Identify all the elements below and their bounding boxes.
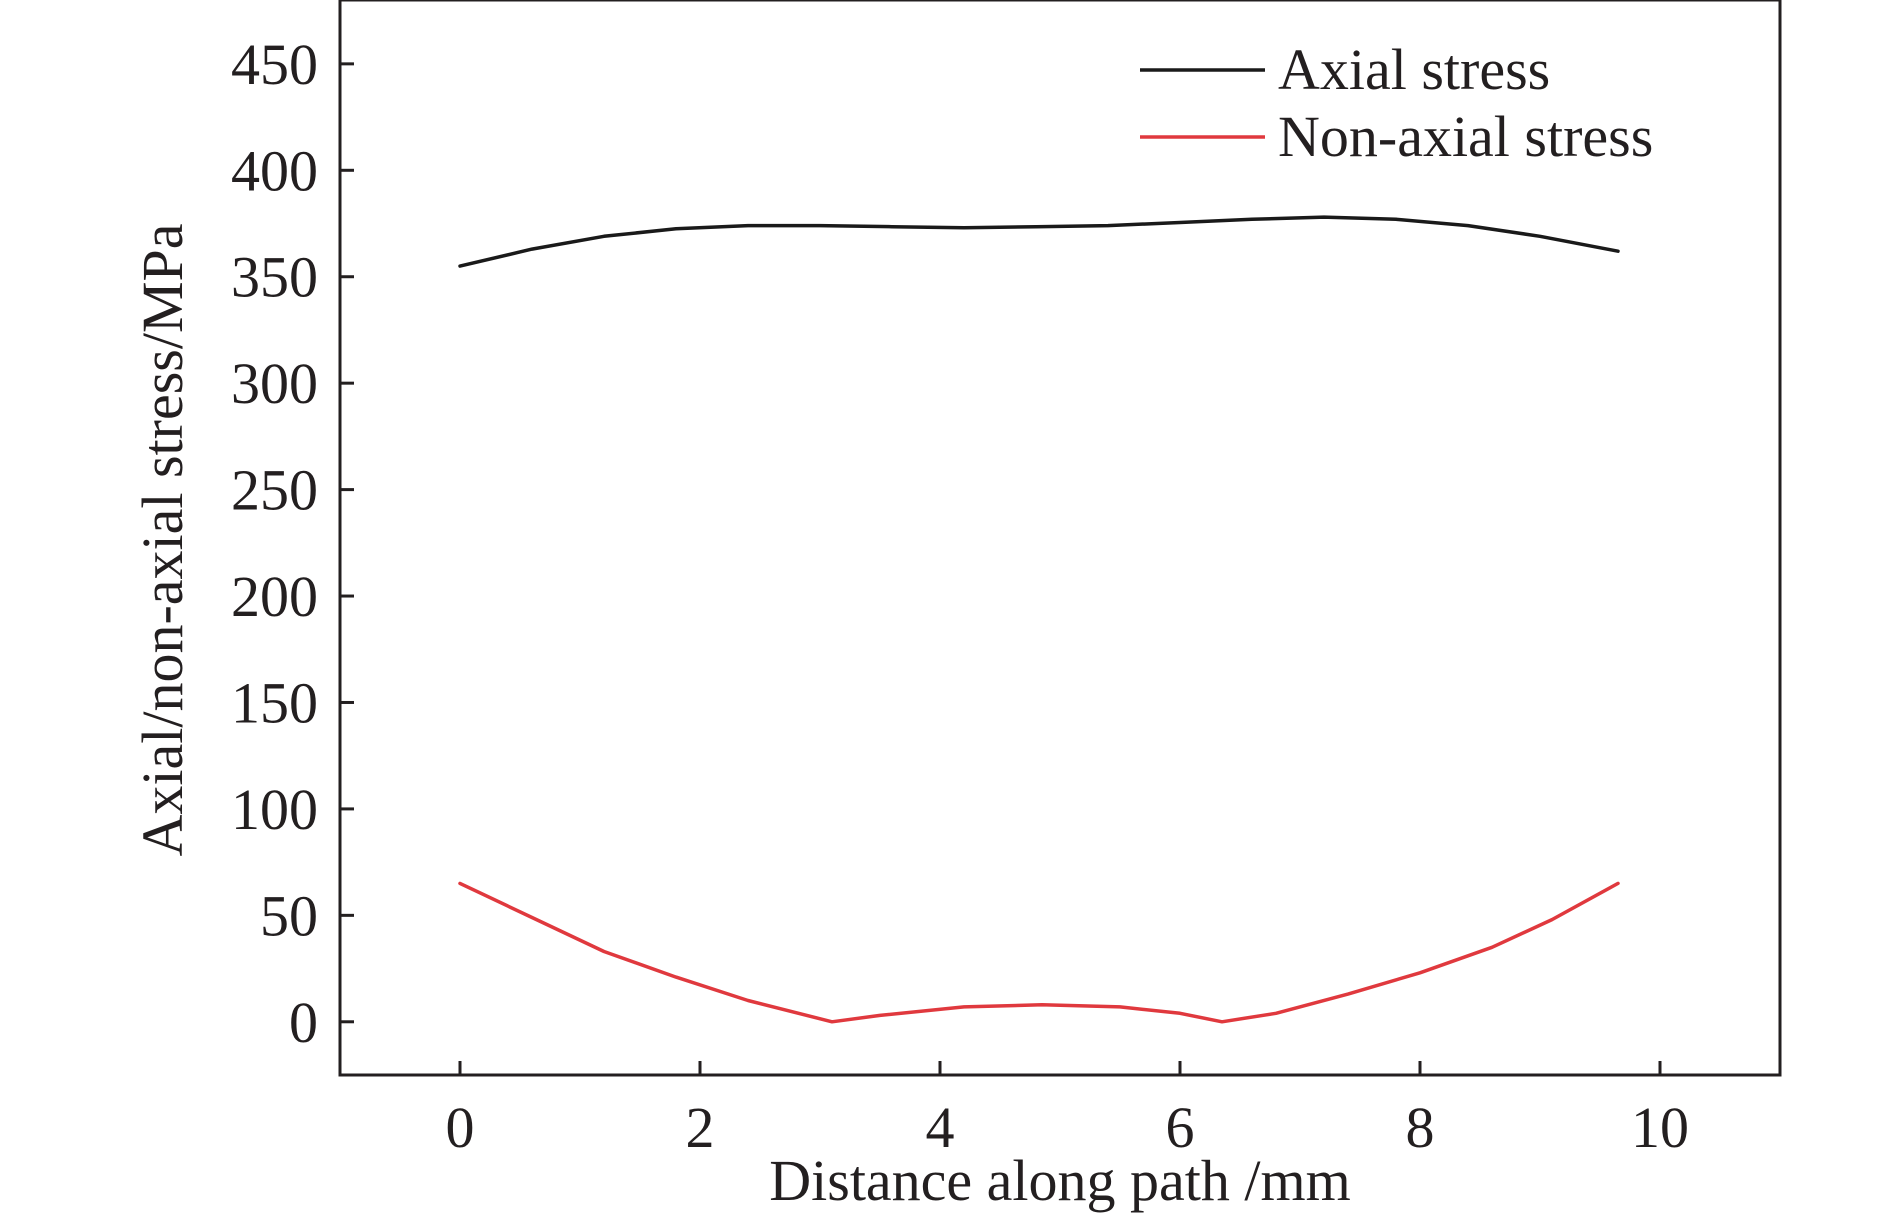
x-axis-ticks: 0 2 4 6 8 10 <box>446 1061 1689 1160</box>
y-tick-label: 0 <box>289 990 318 1055</box>
x-tick-label: 2 <box>686 1095 715 1160</box>
legend-label: Non-axial stress <box>1278 104 1653 169</box>
y-tick-label: 450 <box>231 32 318 97</box>
series-line-non-axial-stress <box>458 881 1620 1024</box>
plot-frame <box>338 0 1782 1077</box>
y-axis-title: Axial/non-axial stress/MPa <box>130 223 195 856</box>
y-tick-label: 300 <box>231 351 318 416</box>
y-axis-ticks: 0 50 100 150 200 250 300 350 400 450 <box>231 32 354 1055</box>
series-lines <box>458 215 1620 1024</box>
series-line-axial-stress <box>458 215 1620 268</box>
y-tick-label: 100 <box>231 777 318 842</box>
x-tick-label: 4 <box>926 1095 955 1160</box>
x-axis-title: Distance along path /mm <box>769 1148 1350 1213</box>
y-tick-label: 400 <box>231 138 318 203</box>
legend-label: Axial stress <box>1278 37 1550 102</box>
x-tick-label: 6 <box>1166 1095 1195 1160</box>
x-tick-label: 10 <box>1631 1095 1689 1160</box>
y-tick-label: 50 <box>260 883 318 948</box>
y-tick-label: 200 <box>231 564 318 629</box>
x-tick-label: 8 <box>1406 1095 1435 1160</box>
x-tick-label: 0 <box>446 1095 475 1160</box>
y-tick-label: 150 <box>231 670 318 735</box>
y-tick-label: 250 <box>231 458 318 523</box>
y-tick-label: 350 <box>231 245 318 310</box>
